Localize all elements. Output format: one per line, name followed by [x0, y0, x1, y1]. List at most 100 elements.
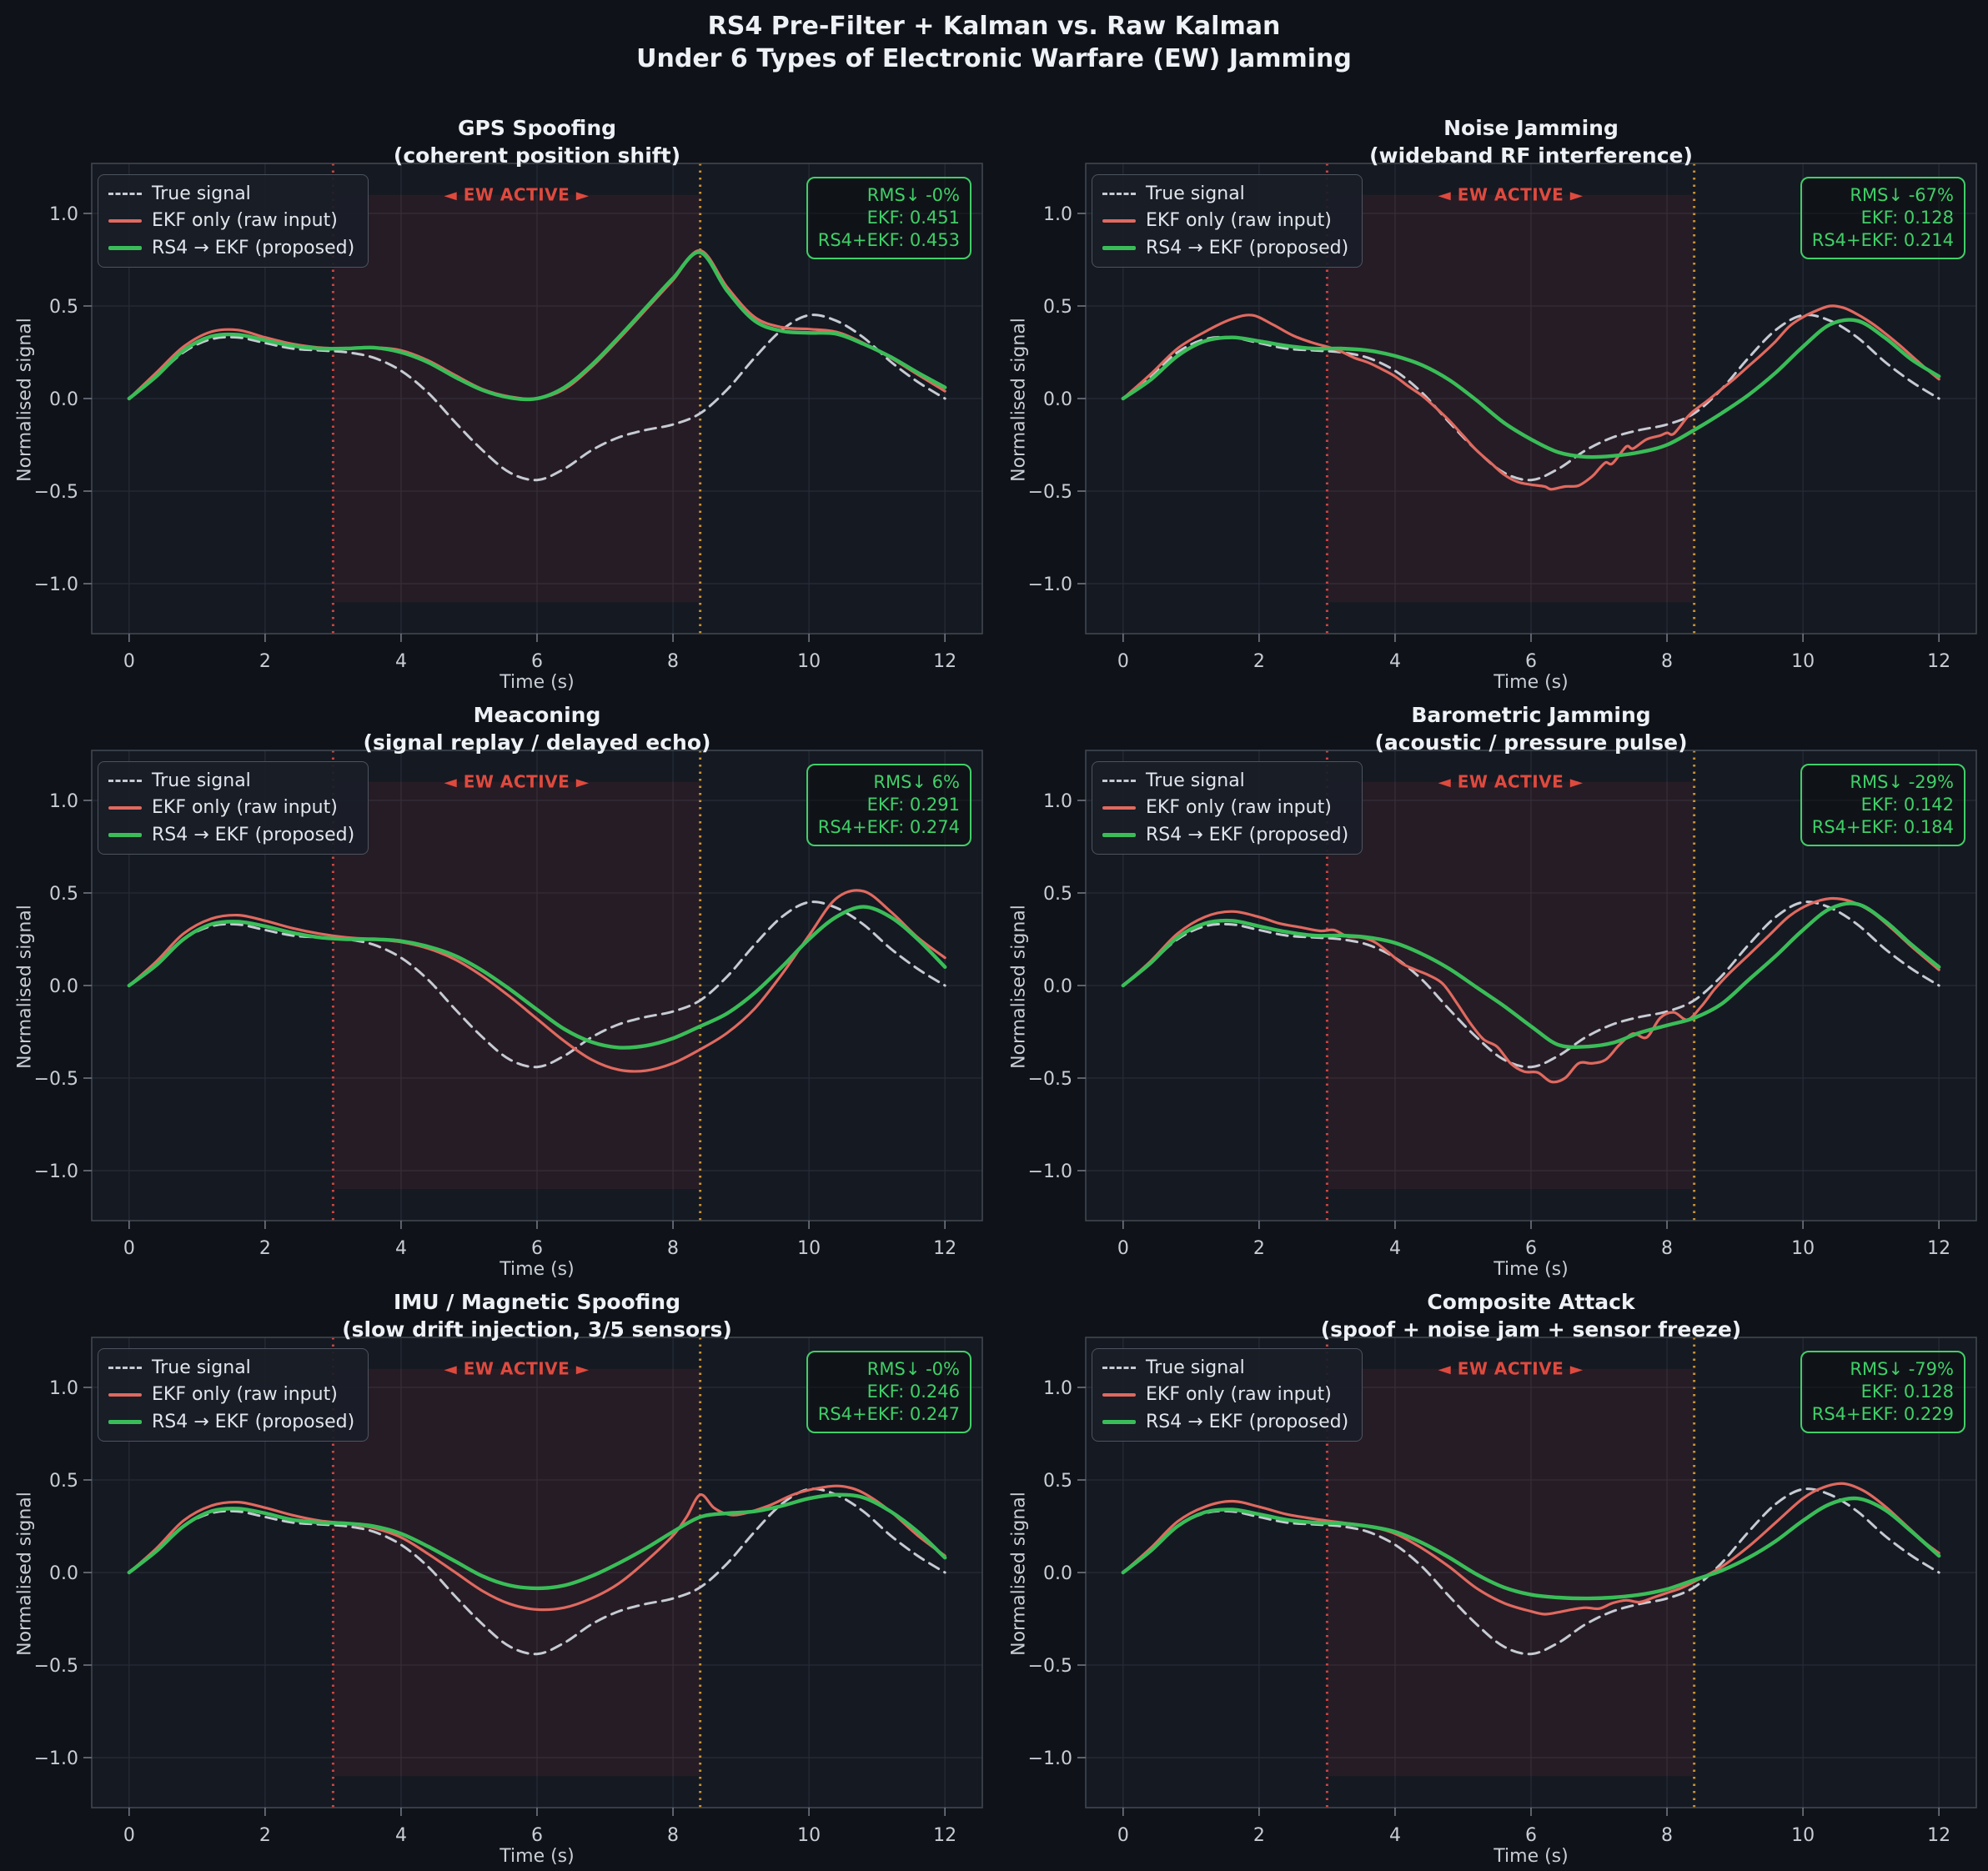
legend-item-ekf-only: EKF only (raw input)	[108, 797, 354, 818]
y-tick-label: −1.0	[34, 1748, 78, 1769]
y-tick-label: 0.5	[49, 1471, 78, 1492]
x-tick-label: 2	[1253, 1825, 1265, 1846]
x-tick-label: 12	[933, 1825, 956, 1846]
y-axis-label: Normalised signal	[14, 318, 36, 482]
legend-label: True signal	[152, 183, 251, 204]
y-tick-label: −0.5	[1028, 1069, 1072, 1090]
series-ekf-only	[1122, 896, 1940, 1084]
subplot-grid: 0 2 4 6 8 10 12 −1.0 −0.5 0.0 0.5 1.0 ◄ EW ACTIVE ► …	[0, 110, 1988, 1871]
legend-item-true-signal: True signal	[108, 183, 354, 204]
rms-reduction: RMS↓ 6%	[873, 772, 960, 792]
legend-label: True signal	[1146, 183, 1245, 204]
subplot-title-line1: Meaconing	[473, 703, 601, 727]
ekf-only-swatch	[108, 1392, 142, 1397]
ew-active-label: ◄ EW ACTIVE ►	[444, 185, 589, 205]
rms-rs4-ekf: RS4+EKF: 0.229	[1811, 1403, 1954, 1424]
legend: True signal EKF only (raw input) RS4 → E…	[1092, 1348, 1363, 1442]
series-ekf-only	[1122, 1482, 1940, 1616]
series-rs4-ekf	[1121, 1496, 1941, 1601]
y-tick-label: 0.5	[1043, 297, 1072, 318]
subplot-title-line2: (spoof + noise jam + sensor freeze)	[1320, 1317, 1742, 1342]
x-tick-label: 6	[1525, 1238, 1537, 1259]
rms-box: RMS↓ -29% EKF: 0.142 RS4+EKF: 0.184	[1800, 764, 1965, 846]
legend-item-ekf-only: EKF only (raw input)	[108, 210, 354, 231]
legend-item-true-signal: True signal	[1102, 770, 1348, 791]
legend: True signal EKF only (raw input) RS4 → E…	[98, 174, 369, 268]
y-tick-label: 0.0	[1043, 389, 1072, 410]
x-axis-label: Time (s)	[1494, 1846, 1569, 1867]
rms-box: RMS↓ -0% EKF: 0.246 RS4+EKF: 0.247	[806, 1351, 971, 1433]
rms-reduction: RMS↓ -0%	[866, 1359, 960, 1379]
rms-rs4-ekf: RS4+EKF: 0.247	[817, 1403, 960, 1424]
ew-active-label: ◄ EW ACTIVE ►	[1438, 1359, 1583, 1379]
rms-reduction: RMS↓ -67%	[1850, 185, 1954, 205]
y-tick-label: 0.5	[1043, 1471, 1072, 1492]
y-tick-label: 1.0	[49, 1378, 78, 1399]
panel-gps-spoofing: 0 2 4 6 8 10 12 −1.0 −0.5 0.0 0.5 1.0 ◄ EW ACTIVE ► …	[0, 110, 994, 697]
x-tick-label: 6	[531, 1238, 543, 1259]
rms-ekf: EKF: 0.291	[866, 794, 960, 815]
series-true-signal	[128, 900, 946, 1069]
rms-box: RMS↓ 6% EKF: 0.291 RS4+EKF: 0.274	[806, 764, 971, 846]
x-tick-label: 10	[1791, 651, 1815, 672]
subplot-title: IMU / Magnetic Spoofing (slow drift inje…	[92, 1289, 982, 1343]
true-signal-swatch	[1102, 193, 1136, 196]
x-tick-label: 0	[1117, 1825, 1129, 1846]
y-tick-label: 1.0	[49, 791, 78, 812]
true-signal-swatch	[1102, 780, 1136, 783]
rms-box: RMS↓ -67% EKF: 0.128 RS4+EKF: 0.214	[1800, 177, 1965, 259]
legend-item-rs4-ekf: RS4 → EKF (proposed)	[1102, 1412, 1348, 1432]
panel-imu-magnetic-spoofing: 0 2 4 6 8 10 12 −1.0 −0.5 0.0 0.5 1.0 ◄ EW ACTIVE ► …	[0, 1284, 994, 1871]
rms-box: RMS↓ -79% EKF: 0.128 RS4+EKF: 0.229	[1800, 1351, 1965, 1433]
rms-ekf: EKF: 0.142	[1860, 794, 1954, 815]
y-tick-label: 0.0	[49, 976, 78, 997]
ew-active-region	[333, 1368, 700, 1777]
rs4-ekf-swatch	[108, 1419, 142, 1424]
subplot-title: GPS Spoofing (coherent position shift)	[92, 115, 982, 169]
legend-label: True signal	[152, 1357, 251, 1378]
subplot-title: Barometric Jamming (acoustic / pressure …	[1086, 702, 1976, 756]
x-tick-label: 10	[797, 1825, 821, 1846]
ekf-only-swatch	[108, 805, 142, 810]
rs4-ekf-swatch	[108, 245, 142, 250]
rms-ekf: EKF: 0.128	[1860, 207, 1954, 228]
legend-label: EKF only (raw input)	[152, 797, 338, 819]
x-tick-label: 12	[933, 651, 956, 672]
legend-item-true-signal: True signal	[108, 770, 354, 791]
legend-label: EKF only (raw input)	[152, 210, 338, 232]
y-axis-label: Normalised signal	[14, 905, 36, 1069]
series-rs4-ekf	[1121, 901, 1941, 1050]
rs4-ekf-swatch	[1102, 832, 1136, 837]
plot-area: 0 2 4 6 8 10 12 −1.0 −0.5 0.0 0.5 1.0 ◄ EW ACTIVE ►	[34, 163, 983, 672]
x-axis-label: Time (s)	[1494, 672, 1569, 693]
rms-rs4-ekf: RS4+EKF: 0.453	[817, 229, 960, 250]
subplot-title-line1: Barometric Jamming	[1411, 703, 1651, 727]
y-tick-label: 1.0	[49, 204, 78, 225]
ew-active-label: ◄ EW ACTIVE ►	[1438, 185, 1583, 205]
y-tick-label: 0.0	[49, 1563, 78, 1584]
rs4-ekf-swatch	[1102, 1419, 1136, 1424]
x-tick-label: 6	[1525, 651, 1537, 672]
legend: True signal EKF only (raw input) RS4 → E…	[1092, 761, 1363, 855]
x-tick-label: 8	[667, 651, 679, 672]
panel-noise-jamming: 0 2 4 6 8 10 12 −1.0 −0.5 0.0 0.5 1.0 ◄ EW ACTIVE ► …	[994, 110, 1988, 697]
ew-active-label: ◄ EW ACTIVE ►	[1438, 772, 1583, 792]
plot-area: 0 2 4 6 8 10 12 −1.0 −0.5 0.0 0.5 1.0 ◄ EW ACTIVE ►	[34, 750, 983, 1259]
subplot-title-line2: (wideband RF interference)	[1369, 143, 1693, 168]
series-rs4-ekf	[1121, 318, 1941, 459]
ekf-only-swatch	[1102, 1392, 1136, 1397]
y-tick-label: 0.5	[49, 297, 78, 318]
x-axis-label: Time (s)	[1494, 1259, 1569, 1280]
rms-reduction: RMS↓ -0%	[866, 185, 960, 205]
legend-label: True signal	[1146, 1357, 1245, 1378]
x-tick-label: 12	[1927, 1825, 1950, 1846]
true-signal-swatch	[108, 193, 142, 196]
y-tick-label: 0.0	[49, 389, 78, 410]
series-true-signal	[128, 314, 946, 482]
y-tick-label: −0.5	[1028, 482, 1072, 503]
y-tick-label: 1.0	[1043, 1378, 1072, 1399]
legend-label: EKF only (raw input)	[152, 1384, 338, 1406]
rms-ekf: EKF: 0.128	[1860, 1381, 1954, 1402]
legend-label: RS4 → EKF (proposed)	[1146, 824, 1349, 845]
